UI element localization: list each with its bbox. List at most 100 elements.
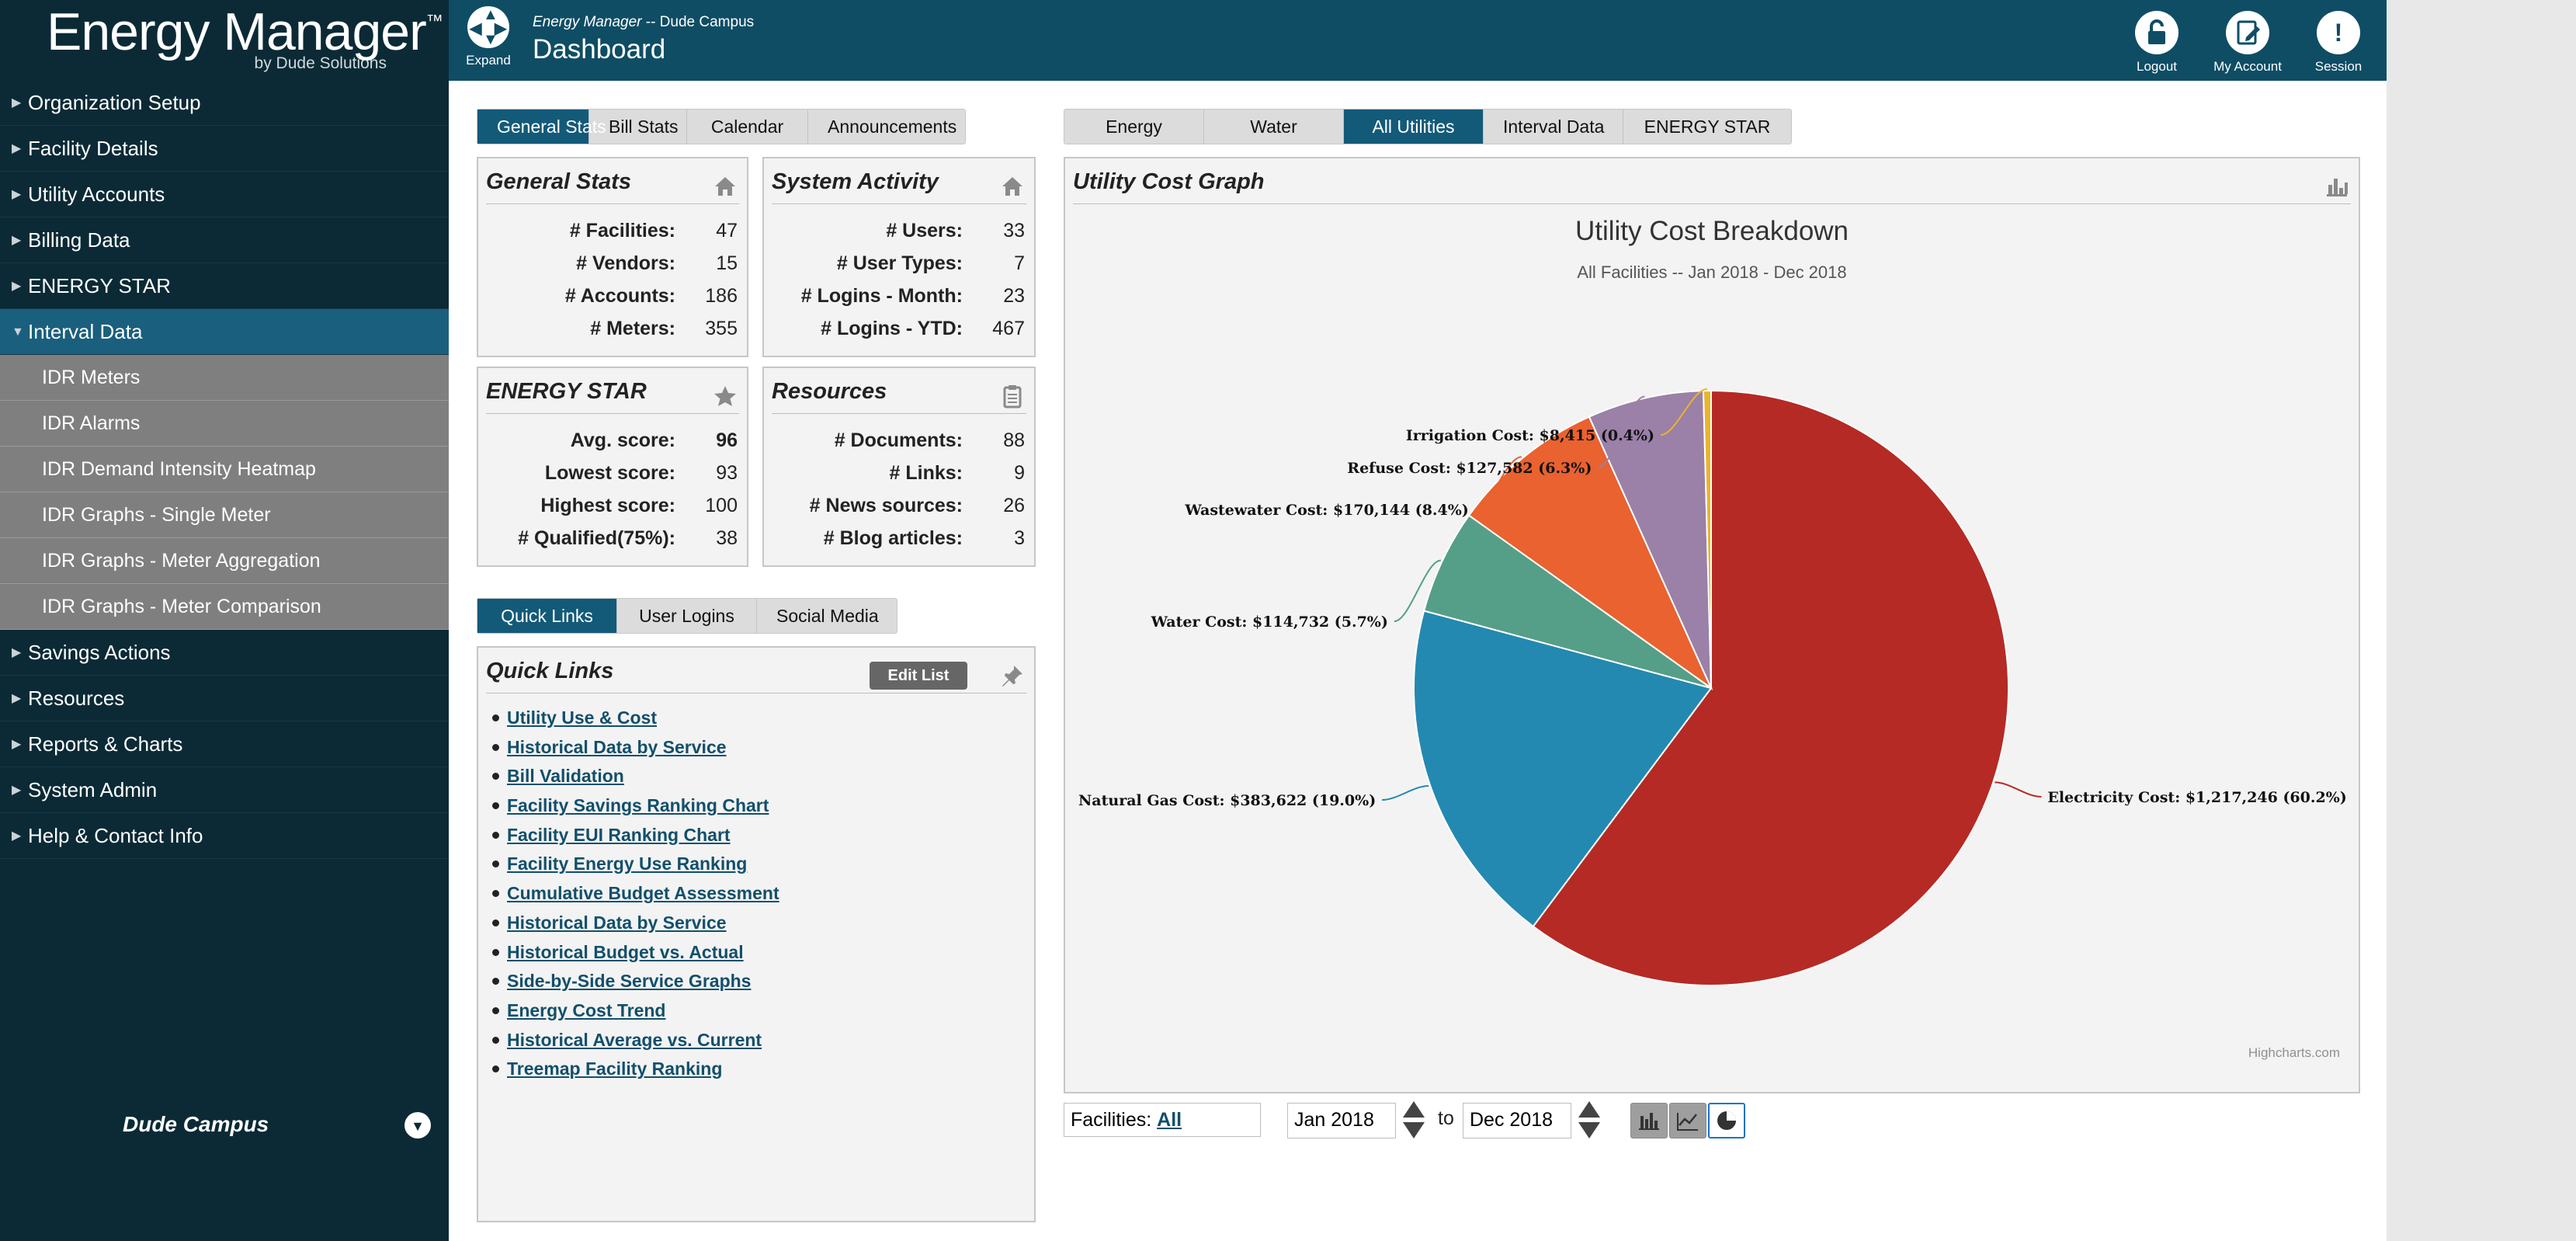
panel-title: Utility Cost Graph (1073, 169, 1265, 194)
sidebar-item[interactable]: ▶ Utility Accounts (0, 172, 449, 217)
sidebar-item[interactable]: ▶ ENERGY STAR (0, 263, 449, 309)
pie-slice[interactable] (1588, 390, 1712, 689)
tab[interactable]: Quick Links (477, 599, 617, 633)
quick-link[interactable]: Historical Data by Service (507, 912, 727, 933)
end-month-stepper[interactable] (1578, 1101, 1601, 1140)
expand-button[interactable]: ▲ ▼ ◀ ▶ Expand (466, 6, 511, 68)
pie-slice[interactable] (1422, 514, 1712, 689)
stat-label: # News sources: (809, 495, 963, 516)
stat-label: # Documents: (834, 429, 963, 451)
sidebar-item[interactable]: IDR Meters (0, 355, 449, 401)
tab[interactable]: User Logins (617, 599, 757, 633)
sidebar-item[interactable]: ▶ Savings Actions (0, 630, 449, 676)
quick-link[interactable]: Facility EUI Ranking Chart (507, 824, 731, 845)
pie-slice[interactable] (1467, 415, 1713, 690)
facilities-filter[interactable]: Facilities: All (1064, 1103, 1261, 1137)
bar-chart-type-button[interactable] (1630, 1103, 1668, 1138)
campus-selector[interactable]: Dude Campus ▼ (0, 1103, 449, 1149)
sidebar-item[interactable]: IDR Alarms (0, 401, 449, 447)
stat-row: # Blog articles: 3 (764, 522, 1025, 554)
tab[interactable]: ENERGY STAR (1644, 116, 1771, 137)
tab[interactable]: Calendar (687, 110, 808, 144)
quick-link[interactable]: Cumulative Budget Assessment (507, 883, 779, 904)
sidebar-item[interactable]: IDR Graphs - Single Meter (0, 492, 449, 538)
quick-link[interactable]: Historical Data by Service (507, 736, 727, 757)
sidebar-item[interactable]: ▶ Resources (0, 676, 449, 721)
sidebar-item-label: IDR Graphs - Meter Aggregation (42, 550, 321, 572)
quick-link[interactable]: Treemap Facility Ranking (507, 1058, 723, 1079)
sidebar-item[interactable]: ▶ System Admin (0, 767, 449, 813)
expand-label: Expand (466, 53, 511, 68)
sidebar-item[interactable]: ▶ Reports & Charts (0, 721, 449, 767)
stat-row: # Accounts: 186 (478, 280, 738, 312)
home-icon[interactable] (713, 174, 738, 199)
sidebar-item[interactable]: ▶ Facility Details (0, 126, 449, 172)
down-arrow-icon[interactable] (1403, 1122, 1425, 1138)
stat-label: # Logins - YTD: (821, 318, 963, 339)
tab[interactable]: Interval Data (1484, 110, 1623, 144)
pie-slice[interactable] (1532, 389, 2009, 986)
quick-link[interactable]: Facility Energy Use Ranking (507, 853, 748, 874)
star-icon[interactable] (713, 384, 738, 408)
facilities-value-link[interactable]: All (1157, 1109, 1182, 1131)
quick-link[interactable]: Side-by-Side Service Graphs (507, 971, 752, 992)
line-chart-type-button[interactable] (1669, 1103, 1706, 1138)
stat-row: # Facilities: 47 (478, 214, 738, 247)
home-icon[interactable] (1000, 174, 1025, 199)
up-arrow-icon[interactable] (1403, 1101, 1425, 1118)
tab[interactable]: General Stats (477, 110, 606, 144)
down-arrow-icon[interactable] (1578, 1122, 1600, 1138)
tab[interactable]: Energy (1064, 110, 1204, 144)
pie-label-connector (1598, 395, 1645, 468)
chart-credit[interactable]: Highcharts.com (2248, 1045, 2340, 1060)
sidebar-item[interactable]: ▶ Billing Data (0, 217, 449, 263)
pie-slice[interactable] (1413, 610, 1713, 928)
sidebar-item[interactable]: IDR Graphs - Meter Aggregation (0, 538, 449, 584)
edit-list-button[interactable]: Edit List (870, 662, 967, 690)
sidebar-item[interactable]: ▶ Help & Contact Info (0, 813, 449, 859)
quick-link[interactable]: Energy Cost Trend (507, 999, 666, 1020)
up-arrow-icon[interactable] (1578, 1101, 1600, 1118)
sidebar-item[interactable]: ▼ Interval Data (0, 309, 449, 355)
bar-chart-icon[interactable] (2324, 174, 2349, 199)
pie-chart-type-button[interactable] (1708, 1103, 1745, 1138)
panel-divider (486, 203, 739, 204)
quick-link-item: Facility Savings Ranking Chart (486, 791, 779, 821)
clipboard-icon[interactable] (1000, 384, 1025, 408)
bullet-icon (492, 714, 499, 721)
tab[interactable]: Announcements (828, 116, 957, 137)
stat-value: 26 (1003, 495, 1025, 516)
chevron-down-icon[interactable]: ▼ (404, 1112, 431, 1138)
quick-link[interactable]: Historical Average vs. Current (507, 1029, 762, 1050)
stat-row: # News sources: 26 (764, 489, 1025, 522)
quick-link[interactable]: Historical Budget vs. Actual (507, 941, 744, 962)
quick-link[interactable]: Facility Savings Ranking Chart (507, 795, 769, 816)
sidebar-item[interactable]: IDR Graphs - Meter Comparison (0, 584, 449, 630)
stat-value: 100 (705, 495, 738, 516)
tab[interactable]: All Utilities (1344, 110, 1484, 144)
pin-icon[interactable] (1000, 663, 1025, 688)
tab[interactable]: Bill Stats (589, 110, 687, 144)
start-month-field[interactable]: Jan 2018 (1287, 1103, 1396, 1138)
panel-title: Resources (772, 379, 887, 404)
stat-value: 93 (716, 462, 738, 484)
session-button[interactable]: ! Session (2296, 11, 2381, 75)
bullet-icon (492, 1006, 499, 1014)
quick-link[interactable]: Bill Validation (507, 766, 624, 787)
logout-label: Logout (2137, 59, 2177, 74)
quick-link[interactable]: Utility Use & Cost (507, 707, 657, 728)
end-month-field[interactable]: Dec 2018 (1463, 1103, 1571, 1138)
bullet-icon (492, 831, 499, 839)
panel-divider (486, 413, 739, 414)
tab[interactable]: Social Media (776, 606, 879, 626)
tab[interactable]: Water (1204, 110, 1344, 144)
sidebar-item[interactable]: ▶ Organization Setup (0, 80, 449, 126)
caret-right-icon: ▶ (12, 784, 22, 797)
sidebar-item[interactable]: IDR Demand Intensity Heatmap (0, 447, 449, 492)
pie-data-label: Refuse Cost: $127,582 (6.3%) (1347, 460, 1592, 477)
sidebar-item-label: IDR Graphs - Meter Comparison (42, 596, 321, 617)
logout-button[interactable]: Logout (2114, 11, 2199, 75)
stat-label: # Qualified(75%): (518, 527, 675, 549)
start-month-stepper[interactable] (1402, 1101, 1425, 1140)
my-account-button[interactable]: My Account (2205, 11, 2290, 75)
